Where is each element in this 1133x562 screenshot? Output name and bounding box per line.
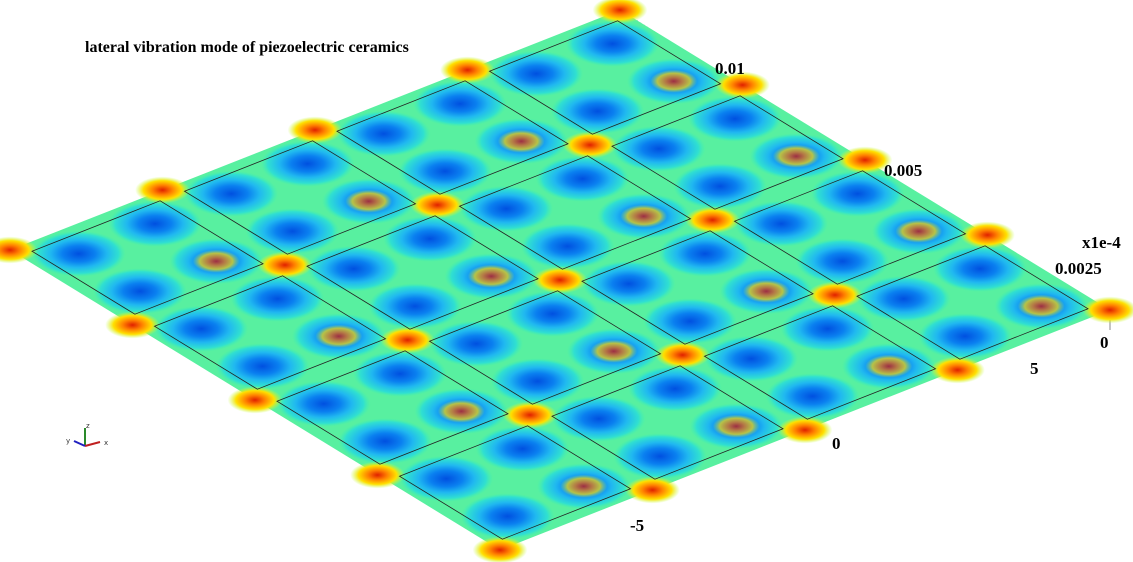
z-tick: 0.005 <box>884 161 922 180</box>
x-tick: 0 <box>1100 333 1109 352</box>
x-tick: 5 <box>1030 359 1039 378</box>
svg-text:y: y <box>66 437 70 445</box>
z-tick: 0.0025 <box>1055 259 1102 278</box>
svg-text:x: x <box>104 439 108 447</box>
title: lateral vibration mode of piezoelectric … <box>85 39 409 56</box>
y-tick: 0 <box>832 434 841 453</box>
plot: lateral vibration mode of piezoelectric … <box>0 0 1133 562</box>
triad: y z x <box>66 422 108 447</box>
y-tick: -5 <box>630 516 644 535</box>
z-tick: 0.01 <box>715 59 745 78</box>
z-scale: x1e-4 <box>1082 233 1121 252</box>
surface <box>0 0 1133 562</box>
svg-text:z: z <box>86 422 90 430</box>
